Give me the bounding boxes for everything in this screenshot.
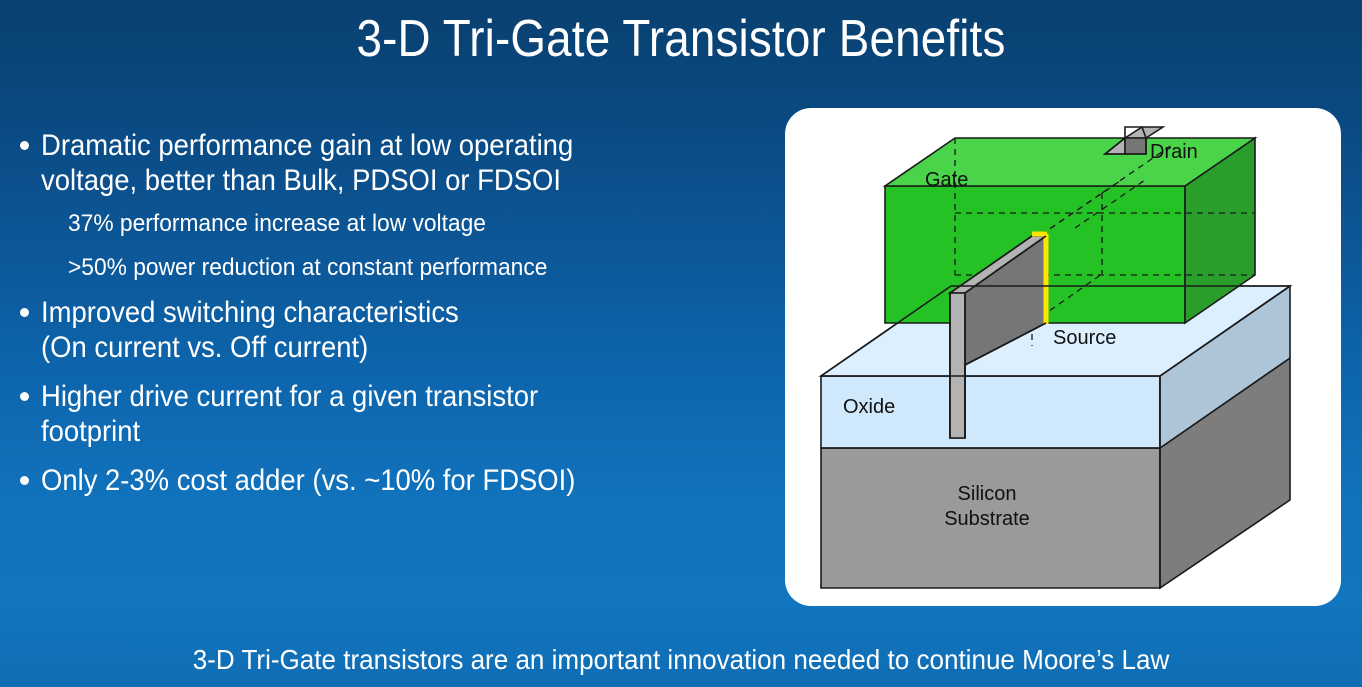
outline-overlay [949, 235, 1047, 438]
outline-edge [949, 235, 1033, 294]
label-gate: Gate [925, 169, 968, 191]
spacer [0, 239, 740, 253]
hidden-edge [1031, 180, 1121, 242]
list-item-label: 37% performance increase at low voltage [68, 210, 486, 237]
label-silicon-line2: Substrate [944, 508, 1030, 530]
list-item-label: Only 2-3% cost adder (vs. ~10% for FDSOI… [41, 464, 576, 497]
list-item-label: Higher drive current for a given transis… [41, 380, 539, 448]
benefits-list: Dramatic performance gain at low operati… [0, 128, 740, 500]
outline-edge [964, 322, 1047, 366]
gate-wrap-highlight [1032, 231, 1049, 324]
list-item: >50% power reduction at constant perform… [0, 253, 740, 283]
label-oxide: Oxide [843, 396, 895, 418]
tri-gate-transistor-diagram: Drain Gate Source Oxide Silicon Substrat… [818, 126, 1293, 590]
gate-top-face [882, 137, 1258, 187]
bullet-dot-icon [20, 392, 29, 401]
list-item: Improved switching characteristics (On c… [0, 295, 740, 365]
fin-lower-body [949, 292, 966, 439]
bullet-dot-icon [20, 476, 29, 485]
diagram-panel: Drain Gate Source Oxide Silicon Substrat… [785, 108, 1341, 606]
bullet-dot-icon [20, 141, 29, 150]
spacer [0, 200, 740, 209]
spacer [0, 451, 740, 463]
list-item-label: Improved switching characteristics (On c… [41, 296, 459, 364]
drain-fin-front-face [1124, 137, 1147, 155]
list-item: Higher drive current for a given transis… [0, 379, 740, 449]
footer-tagline: 3-D Tri-Gate transistors are an importan… [0, 643, 1362, 677]
page-title: 3-D Tri-Gate Transistor Benefits [356, 10, 1006, 68]
drain-fin-wedge [1102, 126, 1147, 155]
outline-edge [964, 235, 1047, 294]
label-drain: Drain [1150, 141, 1198, 163]
label-silicon-line1: Silicon [958, 483, 1017, 505]
footer-text: 3-D Tri-Gate transistors are an importan… [192, 644, 1170, 675]
seam-edge [1159, 285, 1291, 377]
bullet-dot-icon [20, 308, 29, 317]
list-item-label: >50% power reduction at constant perform… [68, 254, 548, 281]
list-item: Dramatic performance gain at low operati… [0, 128, 740, 198]
list-item: 37% performance increase at low voltage [0, 209, 740, 239]
hidden-edge [1074, 179, 1146, 229]
spacer [0, 367, 740, 379]
label-source: Source [1053, 327, 1116, 349]
list-item: Only 2-3% cost adder (vs. ~10% for FDSOI… [0, 463, 740, 498]
seam-edge [820, 285, 952, 377]
cutout-seams [820, 285, 1291, 588]
list-item-label: Dramatic performance gain at low operati… [41, 129, 574, 197]
spacer [0, 283, 740, 295]
